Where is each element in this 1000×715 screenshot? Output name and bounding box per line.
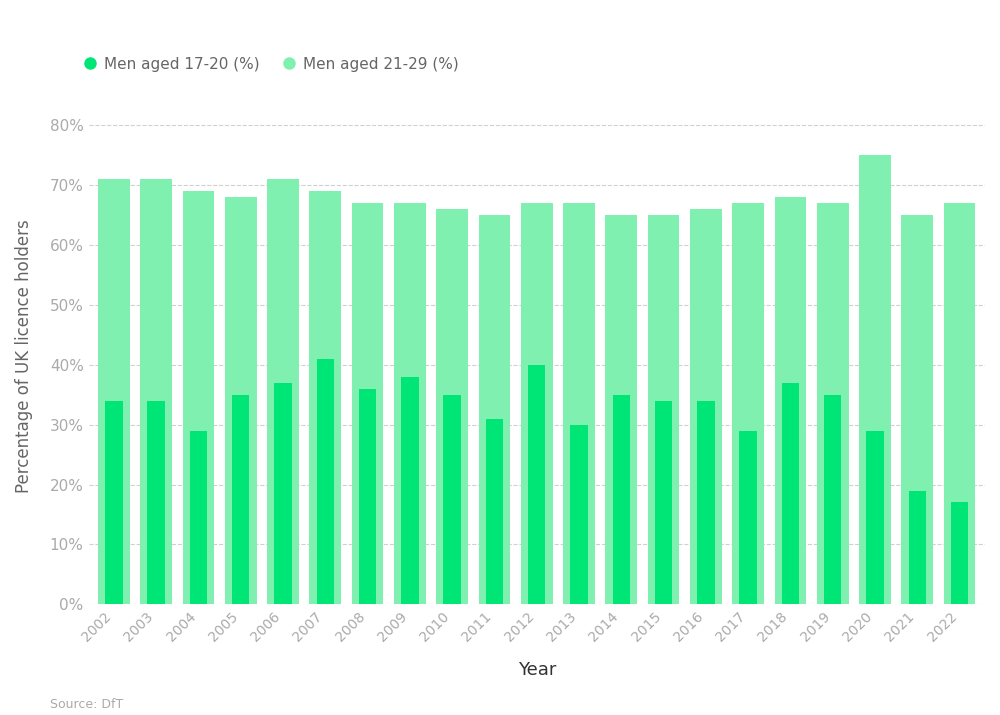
Bar xyxy=(105,400,123,604)
Bar xyxy=(225,197,257,604)
Bar xyxy=(909,490,926,604)
Bar xyxy=(563,203,595,604)
Bar xyxy=(232,395,249,604)
Bar xyxy=(613,395,630,604)
Bar xyxy=(866,430,884,604)
Bar xyxy=(486,419,503,604)
Bar xyxy=(951,503,968,604)
Bar xyxy=(859,155,891,604)
Bar xyxy=(352,203,383,604)
Bar xyxy=(732,203,764,604)
Bar xyxy=(140,179,172,604)
Bar xyxy=(98,179,130,604)
X-axis label: Year: Year xyxy=(518,661,556,679)
Bar xyxy=(317,359,334,604)
Bar xyxy=(359,389,376,604)
Bar xyxy=(570,425,588,604)
Bar xyxy=(528,365,545,604)
Bar xyxy=(648,215,679,604)
Text: Source: DfT: Source: DfT xyxy=(50,698,123,711)
Bar xyxy=(605,215,637,604)
Y-axis label: Percentage of UK licence holders: Percentage of UK licence holders xyxy=(15,219,33,493)
Bar xyxy=(183,192,214,604)
Legend: Men aged 17-20 (%), Men aged 21-29 (%): Men aged 17-20 (%), Men aged 21-29 (%) xyxy=(78,51,464,78)
Bar xyxy=(655,400,672,604)
Bar xyxy=(521,203,553,604)
Bar xyxy=(443,395,461,604)
Bar xyxy=(309,192,341,604)
Bar xyxy=(697,400,715,604)
Bar xyxy=(690,209,722,604)
Bar xyxy=(782,383,799,604)
Bar xyxy=(944,203,975,604)
Bar xyxy=(479,215,510,604)
Bar xyxy=(436,209,468,604)
Bar xyxy=(775,197,806,604)
Bar xyxy=(824,395,841,604)
Bar xyxy=(401,377,419,604)
Bar xyxy=(147,400,165,604)
Bar xyxy=(394,203,426,604)
Bar xyxy=(739,430,757,604)
Bar xyxy=(817,203,849,604)
Bar xyxy=(901,215,933,604)
Bar xyxy=(190,430,207,604)
Bar xyxy=(274,383,292,604)
Bar xyxy=(267,179,299,604)
